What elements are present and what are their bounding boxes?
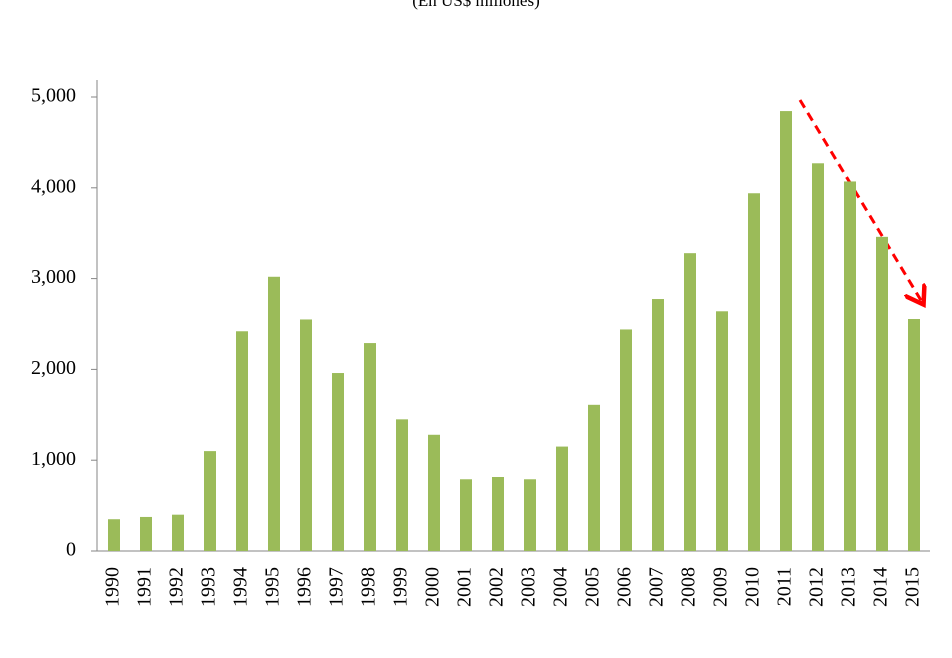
bar bbox=[716, 311, 728, 551]
x-tick-label: 2012 bbox=[806, 567, 828, 607]
x-tick-label: 1993 bbox=[198, 567, 220, 607]
bar bbox=[204, 451, 216, 551]
bar bbox=[812, 163, 824, 551]
bar bbox=[620, 329, 632, 551]
x-tick-label: 2011 bbox=[774, 567, 796, 606]
bar bbox=[492, 476, 504, 551]
bar bbox=[396, 419, 408, 551]
x-tick-label: 2015 bbox=[902, 567, 924, 607]
bar bbox=[300, 319, 312, 551]
x-tick-label: 1997 bbox=[326, 567, 348, 607]
x-tick-label: 2007 bbox=[646, 567, 668, 607]
bar bbox=[108, 519, 120, 551]
bar bbox=[684, 253, 696, 551]
bar bbox=[780, 111, 792, 551]
x-tick-label: 2001 bbox=[454, 567, 476, 607]
bar bbox=[172, 514, 184, 551]
x-tick-label: 1990 bbox=[102, 567, 124, 607]
x-tick-label: 1991 bbox=[134, 567, 156, 607]
bar bbox=[460, 479, 472, 551]
y-tick-label: 1,000 bbox=[31, 448, 76, 470]
bar bbox=[364, 343, 376, 551]
bar bbox=[652, 299, 664, 551]
bar bbox=[844, 181, 856, 551]
x-tick-label: 2003 bbox=[518, 567, 540, 607]
x-tick-label: 1992 bbox=[166, 567, 188, 607]
trend-arrow bbox=[798, 99, 922, 302]
bar bbox=[140, 516, 152, 551]
y-tick-label: 0 bbox=[66, 539, 76, 561]
bar bbox=[524, 479, 536, 551]
chart-subtitle: (En US$ millones) bbox=[412, 0, 540, 10]
x-tick-label: 2002 bbox=[486, 567, 508, 607]
x-tick-label: 2005 bbox=[582, 567, 604, 607]
x-tick-label: 1996 bbox=[294, 567, 316, 607]
x-tick-label: 1994 bbox=[230, 567, 252, 607]
x-tick-label: 1999 bbox=[390, 567, 412, 607]
bar bbox=[268, 276, 280, 551]
bar bbox=[428, 434, 440, 551]
y-tick-label: 3,000 bbox=[31, 266, 76, 288]
bar bbox=[556, 446, 568, 551]
x-tick-label: 2000 bbox=[422, 567, 444, 607]
x-tick-label: 1998 bbox=[358, 567, 380, 607]
x-tick-label: 2010 bbox=[742, 567, 764, 607]
bar bbox=[748, 193, 760, 552]
bar bbox=[236, 331, 248, 551]
bar bbox=[588, 404, 600, 551]
x-tick-label: 2008 bbox=[678, 567, 700, 607]
x-tick-label: 2004 bbox=[550, 567, 572, 607]
x-tick-label: 2009 bbox=[710, 567, 732, 607]
x-tick-label: 2014 bbox=[870, 567, 892, 607]
y-tick-label: 4,000 bbox=[31, 175, 76, 197]
y-tick-label: 5,000 bbox=[31, 85, 76, 107]
x-tick-label: 2013 bbox=[838, 567, 860, 607]
bar bbox=[876, 236, 888, 551]
y-tick-label: 2,000 bbox=[31, 357, 76, 379]
bar bbox=[332, 373, 344, 551]
bar bbox=[908, 319, 920, 551]
x-tick-label: 1995 bbox=[262, 567, 284, 607]
x-tick-label: 2006 bbox=[614, 567, 636, 607]
